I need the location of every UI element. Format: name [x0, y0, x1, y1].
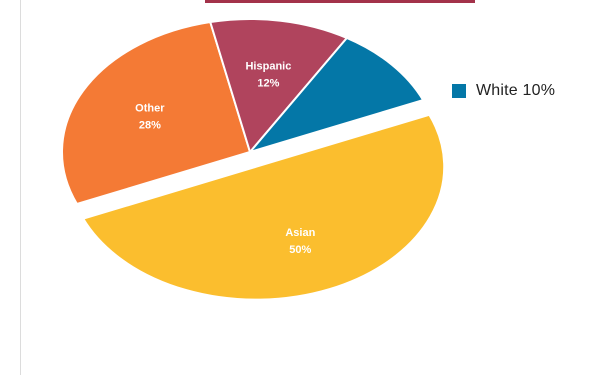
slice-value-other: 28% — [139, 119, 161, 131]
pie-slice-label-hispanic: Hispanic 12% — [245, 60, 291, 89]
pie-slice-label-asian: Asian 50% — [285, 227, 315, 256]
top-accent-bar — [205, 0, 475, 3]
slice-category-asian: Asian — [285, 227, 315, 239]
slice-category-hispanic: Hispanic — [245, 60, 291, 72]
chart-frame — [20, 0, 611, 375]
pie-slice-white — [249, 36, 425, 153]
pie-slice-other — [61, 21, 251, 205]
legend-label-white: White 10% — [476, 82, 556, 99]
slice-value-hispanic: 12% — [257, 77, 279, 89]
slice-category-other: Other — [135, 102, 165, 114]
legend-swatch-white — [452, 84, 466, 98]
pie-slice-label-other: Other 28% — [135, 102, 165, 131]
slice-value-asian: 50% — [289, 244, 311, 256]
pie-slice-hispanic — [209, 18, 348, 153]
pie-slice-asian — [82, 113, 446, 301]
legend: White 10% — [452, 82, 555, 100]
